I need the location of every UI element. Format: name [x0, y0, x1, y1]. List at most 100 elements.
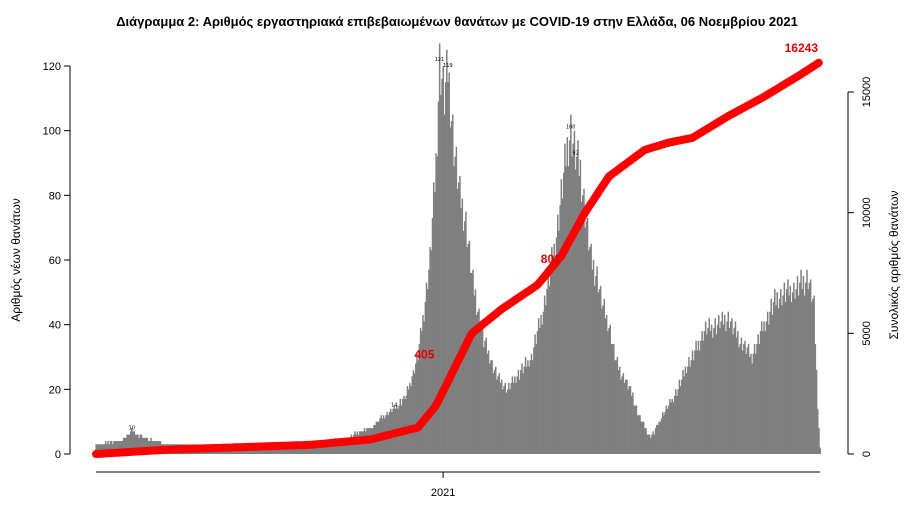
bar	[116, 441, 119, 454]
bar	[663, 415, 665, 454]
bar	[582, 195, 584, 455]
left-y-axis: 0 20 40 60 80 100 120	[43, 61, 71, 461]
bar	[419, 327, 422, 454]
bar	[784, 302, 787, 454]
bar	[403, 395, 405, 454]
bar	[692, 360, 695, 454]
bar	[809, 279, 812, 454]
bar	[276, 447, 279, 454]
bar	[750, 353, 752, 454]
bar	[648, 434, 651, 454]
bar	[543, 295, 546, 454]
bar	[425, 282, 428, 454]
bar	[471, 272, 473, 454]
bar	[675, 389, 677, 454]
bar	[344, 437, 347, 454]
bar	[684, 366, 687, 454]
bar	[753, 344, 756, 454]
bar	[326, 441, 329, 454]
bar	[546, 289, 548, 454]
bar	[490, 360, 492, 454]
bar	[775, 305, 777, 454]
bar	[327, 441, 330, 454]
bar	[319, 444, 322, 454]
bar	[545, 305, 547, 454]
bar	[795, 289, 798, 454]
bar	[559, 205, 561, 454]
bar	[133, 431, 136, 454]
bar	[460, 208, 462, 454]
bar	[597, 292, 600, 454]
bar	[626, 379, 628, 454]
bar	[706, 334, 708, 454]
bar	[458, 182, 460, 454]
bar	[101, 444, 103, 454]
bar	[608, 327, 610, 454]
bar	[473, 295, 475, 454]
bar	[589, 247, 591, 454]
bar	[512, 382, 515, 454]
bar	[306, 444, 309, 454]
bar	[769, 311, 771, 454]
bar	[547, 272, 549, 454]
bar	[454, 156, 456, 455]
bar	[456, 188, 459, 454]
bar	[431, 217, 434, 454]
bar	[621, 376, 623, 454]
bar	[486, 353, 489, 454]
bar	[413, 373, 416, 454]
bar-label: 92	[572, 151, 578, 157]
bar	[796, 276, 799, 454]
bar	[801, 289, 804, 454]
bar	[406, 386, 409, 454]
bar	[688, 357, 690, 454]
bar	[768, 324, 770, 454]
bar	[325, 441, 328, 454]
bar	[404, 399, 406, 454]
bar	[487, 350, 490, 454]
bar	[104, 441, 107, 454]
bar	[667, 405, 670, 454]
right-tick-label: 15000	[861, 77, 873, 108]
bar	[524, 357, 527, 454]
bar	[778, 298, 781, 454]
bar	[260, 447, 262, 454]
bar	[718, 314, 720, 454]
bar	[598, 289, 601, 454]
bar	[756, 344, 758, 454]
bar	[114, 441, 116, 454]
bar	[107, 441, 109, 454]
bar	[307, 444, 310, 454]
bar	[347, 437, 349, 454]
bar	[772, 302, 775, 454]
bar	[463, 221, 466, 454]
bar	[683, 376, 685, 454]
bar	[749, 357, 751, 454]
bar	[628, 386, 631, 454]
bar	[592, 260, 595, 454]
bar	[515, 382, 517, 454]
bar	[122, 437, 125, 454]
bar	[269, 447, 272, 454]
bar	[411, 376, 413, 454]
bar	[651, 434, 653, 454]
bar	[525, 366, 528, 454]
bar	[541, 324, 543, 454]
bar	[763, 321, 765, 454]
bar	[595, 276, 597, 454]
bar	[737, 331, 739, 454]
bar	[138, 437, 140, 454]
bar	[311, 444, 313, 454]
bar-label: 14	[391, 403, 397, 409]
bar	[497, 376, 499, 454]
bar	[632, 392, 634, 454]
bar	[584, 227, 586, 454]
bar	[646, 434, 648, 454]
bar	[318, 444, 320, 454]
bar	[480, 327, 483, 454]
left-tick-label: 120	[43, 61, 61, 73]
bar	[441, 78, 443, 454]
bar	[304, 444, 306, 454]
